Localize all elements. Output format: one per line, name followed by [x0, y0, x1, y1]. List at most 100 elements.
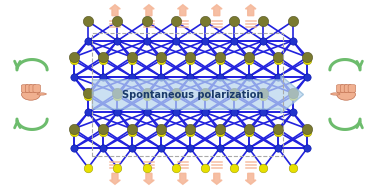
FancyBboxPatch shape	[340, 85, 348, 92]
Point	[144, 166, 150, 169]
Point	[275, 56, 281, 59]
Point	[129, 56, 135, 59]
Point	[85, 91, 91, 94]
FancyBboxPatch shape	[29, 85, 37, 92]
Point	[304, 127, 310, 130]
Point	[261, 111, 267, 114]
Point	[85, 94, 91, 98]
Point	[231, 20, 237, 23]
Point	[114, 91, 120, 94]
Point	[100, 59, 106, 62]
Point	[100, 75, 106, 78]
Point	[202, 94, 208, 98]
Point	[114, 166, 120, 169]
Point	[304, 147, 310, 150]
Point	[304, 75, 310, 78]
FancyArrow shape	[144, 173, 154, 184]
Point	[129, 127, 135, 130]
Bar	[92, 33, 283, 156]
Point	[275, 75, 281, 78]
Point	[144, 39, 150, 42]
Point	[144, 20, 150, 23]
Point	[216, 147, 222, 150]
Point	[202, 166, 208, 169]
FancyBboxPatch shape	[33, 85, 40, 92]
Point	[114, 20, 120, 23]
Point	[231, 91, 237, 94]
Point	[231, 39, 237, 42]
Point	[144, 94, 150, 98]
Point	[275, 147, 281, 150]
Point	[144, 111, 150, 114]
FancyBboxPatch shape	[348, 85, 356, 92]
Point	[246, 56, 252, 59]
Point	[100, 56, 106, 59]
Point	[275, 59, 281, 62]
Point	[290, 39, 296, 42]
Point	[202, 20, 208, 23]
Point	[173, 20, 179, 23]
Point	[129, 130, 135, 133]
Point	[231, 166, 237, 169]
Point	[202, 39, 208, 42]
Point	[70, 59, 77, 62]
FancyArrow shape	[110, 173, 120, 184]
Point	[187, 75, 193, 78]
FancyBboxPatch shape	[337, 85, 344, 92]
FancyArrow shape	[245, 5, 256, 16]
Point	[304, 130, 310, 133]
FancyArrow shape	[92, 76, 303, 113]
Point	[202, 111, 208, 114]
FancyArrow shape	[178, 173, 188, 184]
Point	[158, 59, 164, 62]
Point	[173, 91, 179, 94]
Point	[290, 91, 296, 94]
Point	[304, 56, 310, 59]
Point	[85, 111, 91, 114]
Point	[85, 20, 91, 23]
Point	[187, 56, 193, 59]
Point	[246, 130, 252, 133]
Point	[246, 127, 252, 130]
Point	[261, 91, 267, 94]
Point	[246, 147, 252, 150]
Point	[261, 94, 267, 98]
Point	[114, 111, 120, 114]
Point	[261, 166, 267, 169]
Point	[70, 127, 77, 130]
Point	[173, 94, 179, 98]
Point	[202, 91, 208, 94]
Point	[216, 130, 222, 133]
Point	[216, 59, 222, 62]
Point	[231, 111, 237, 114]
Point	[290, 94, 296, 98]
Point	[85, 166, 91, 169]
Point	[129, 59, 135, 62]
Point	[246, 75, 252, 78]
Ellipse shape	[37, 93, 46, 95]
Point	[261, 20, 267, 23]
FancyBboxPatch shape	[21, 85, 29, 92]
FancyArrow shape	[245, 173, 256, 184]
Point	[158, 130, 164, 133]
Point	[70, 56, 77, 59]
Point	[275, 130, 281, 133]
Point	[158, 127, 164, 130]
Point	[216, 56, 222, 59]
FancyArrow shape	[110, 5, 120, 16]
FancyArrow shape	[144, 5, 154, 16]
Point	[114, 39, 120, 42]
Point	[144, 91, 150, 94]
Point	[129, 75, 135, 78]
Point	[100, 127, 106, 130]
Ellipse shape	[21, 89, 40, 100]
Point	[216, 127, 222, 130]
Point	[158, 56, 164, 59]
Ellipse shape	[337, 89, 356, 100]
Point	[129, 147, 135, 150]
Point	[246, 59, 252, 62]
Point	[70, 130, 77, 133]
Point	[70, 75, 77, 78]
Point	[290, 111, 296, 114]
Point	[216, 75, 222, 78]
